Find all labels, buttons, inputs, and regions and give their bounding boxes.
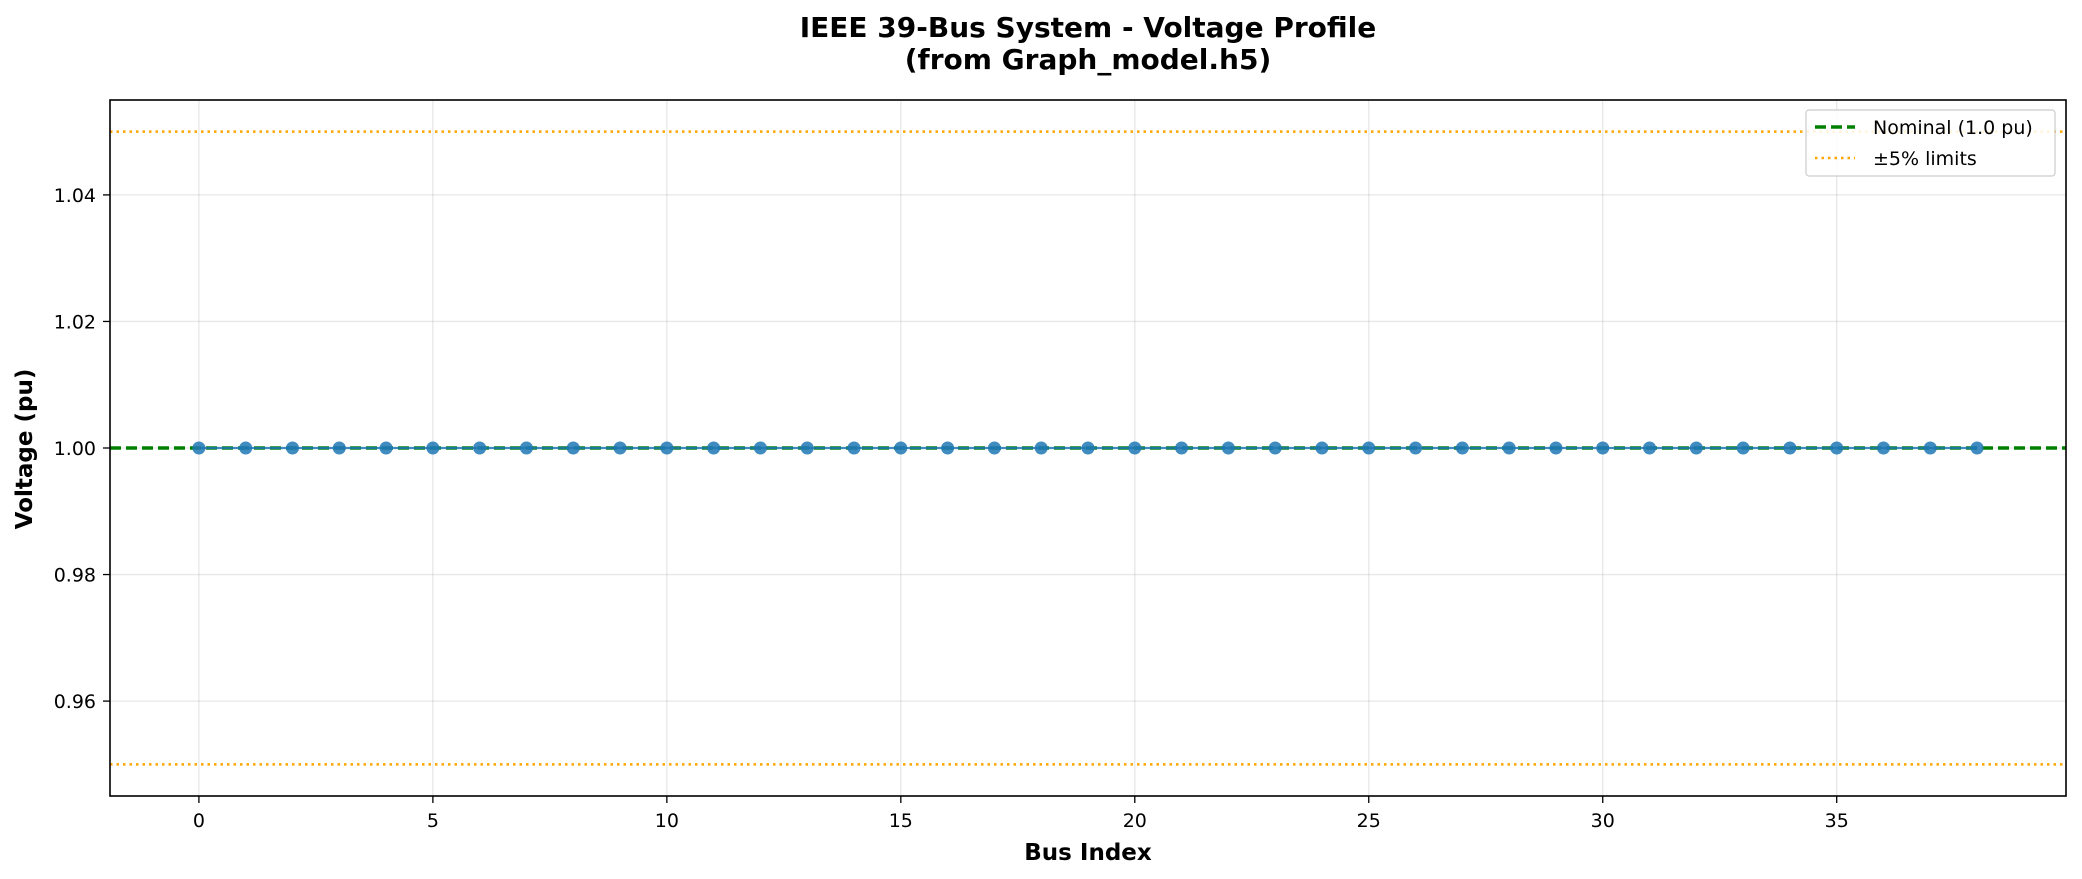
voltage-point (1362, 441, 1376, 455)
voltage-point (239, 441, 253, 455)
voltage-point (1549, 441, 1563, 455)
data-series (192, 441, 1984, 455)
voltage-point (1034, 441, 1048, 455)
y-axis-ticks: 0.96 0.98 1.00 1.02 1.04 (54, 185, 110, 713)
voltage-point (1315, 441, 1329, 455)
voltage-point (1175, 441, 1189, 455)
voltage-point (847, 441, 861, 455)
legend: Nominal (1.0 pu) ±5% limits (1805, 109, 2056, 177)
chart-subtitle: (from Graph_model.h5) (905, 43, 1272, 76)
voltage-point (473, 441, 487, 455)
voltage-point (1502, 441, 1516, 455)
voltage-point (566, 441, 580, 455)
x-tick-label: 15 (889, 810, 913, 832)
voltage-point (379, 441, 393, 455)
voltage-point (707, 441, 721, 455)
voltage-point (332, 441, 346, 455)
x-axis-label: Bus Index (1024, 840, 1152, 866)
voltage-point (613, 441, 627, 455)
voltage-point (1081, 441, 1095, 455)
voltage-point (285, 441, 299, 455)
x-tick-label: 30 (1591, 810, 1615, 832)
voltage-point (426, 441, 440, 455)
x-tick-label: 5 (427, 810, 439, 832)
y-tick-label: 1.04 (54, 185, 96, 207)
voltage-point (1409, 441, 1423, 455)
voltage-point (1596, 441, 1610, 455)
voltage-point (660, 441, 674, 455)
x-tick-label: 35 (1825, 810, 1849, 832)
voltage-point (519, 441, 533, 455)
y-tick-label: 1.00 (54, 438, 96, 460)
legend-nominal-label: Nominal (1.0 pu) (1873, 117, 2033, 139)
legend-box (1805, 109, 2056, 177)
voltage-point (1689, 441, 1703, 455)
y-tick-label: 1.02 (54, 311, 96, 333)
voltage-point (1970, 441, 1984, 455)
x-tick-label: 0 (193, 810, 205, 832)
y-axis-label: Voltage (pu) (12, 369, 38, 530)
voltage-point (1736, 441, 1750, 455)
x-tick-label: 25 (1357, 810, 1381, 832)
voltage-point (1455, 441, 1469, 455)
x-tick-label: 20 (1123, 810, 1147, 832)
voltage-point (1128, 441, 1142, 455)
x-tick-label: 10 (655, 810, 679, 832)
voltage-point (192, 441, 206, 455)
voltage-point (1923, 441, 1937, 455)
voltage-point (1877, 441, 1891, 455)
y-tick-label: 0.96 (54, 691, 96, 713)
voltage-point (1221, 441, 1235, 455)
voltage-point (987, 441, 1001, 455)
voltage-point (1783, 441, 1797, 455)
voltage-point (1830, 441, 1844, 455)
voltage-point (894, 441, 908, 455)
voltage-point (800, 441, 814, 455)
voltage-point (941, 441, 955, 455)
legend-limits-label: ±5% limits (1873, 148, 1977, 170)
voltage-point (1268, 441, 1282, 455)
chart-title: IEEE 39-Bus System - Voltage Profile (800, 11, 1377, 44)
voltage-point (753, 441, 767, 455)
x-axis-ticks: 0 5 10 15 20 25 30 35 (193, 796, 1849, 832)
y-tick-label: 0.98 (54, 565, 96, 587)
voltage-point (1643, 441, 1657, 455)
